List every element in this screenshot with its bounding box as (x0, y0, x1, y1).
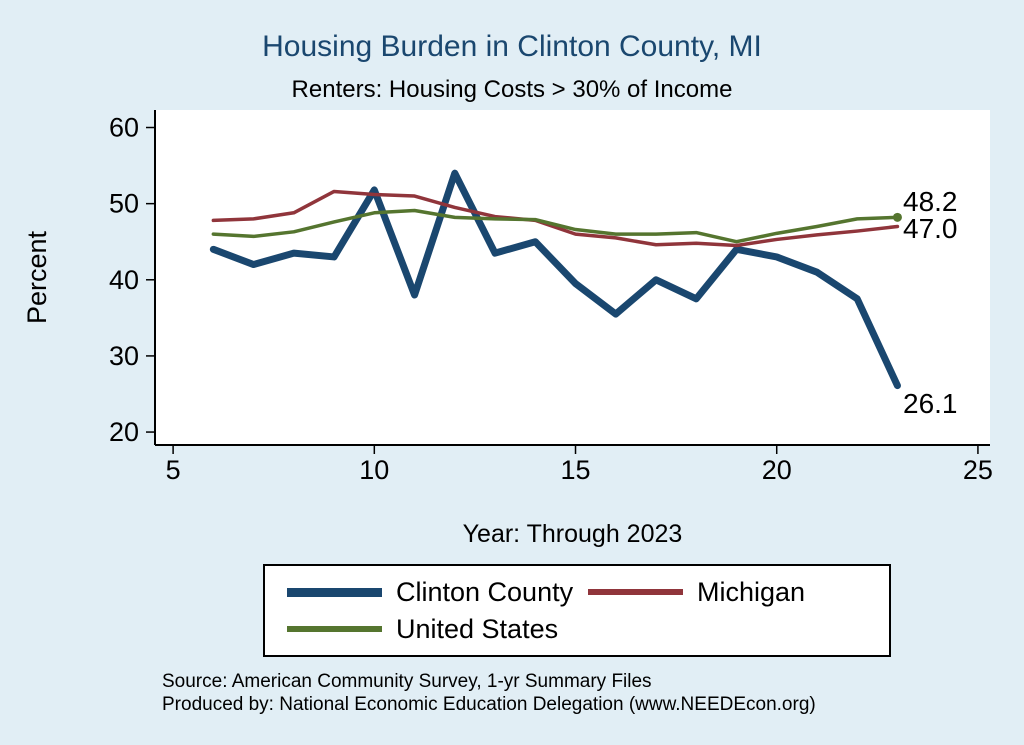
legend-item-united-states: United States (287, 614, 588, 645)
x-tick-label: 20 (762, 455, 792, 485)
x-tick-label: 25 (963, 455, 993, 485)
legend: Clinton County Michigan United States (263, 564, 891, 657)
produced-by-line: Produced by: National Economic Education… (162, 694, 816, 715)
source-note: Source: American Community Survey, 1-yr … (162, 670, 816, 716)
plot-area: 20 30 40 50 60 5 10 15 20 25 Percent 48.247.0 26.1 (22, 110, 993, 485)
source-line: Source: American Community Survey, 1-yr … (162, 671, 652, 692)
end-label-48-2: 48.2 (903, 186, 958, 217)
x-tick-label: 5 (166, 455, 181, 485)
legend-label: United States (396, 613, 559, 644)
y-tick-label: 50 (109, 189, 139, 219)
series-michigan (211, 189, 900, 248)
y-tick-label: 60 (109, 113, 139, 143)
series-end-marker-united-states (892, 212, 902, 222)
legend-swatch-michigan (588, 589, 683, 595)
legend-swatch-clinton-county (287, 587, 382, 597)
end-label-47-0: 47.0 (903, 213, 958, 244)
legend-item-michigan: Michigan (588, 577, 889, 608)
legend-grid: Clinton County Michigan United States (265, 566, 889, 655)
x-axis-title: Year: Through 2023 (462, 520, 683, 548)
legend-item-clinton-county: Clinton County (287, 577, 588, 608)
legend-label: Clinton County (396, 576, 574, 607)
legend-label: Michigan (697, 576, 806, 607)
series-clinton-county (209, 169, 901, 390)
y-tick-label: 20 (109, 417, 139, 447)
x-tick-label: 10 (359, 455, 389, 485)
end-label-26-1: 26.1 (903, 388, 958, 419)
legend-swatch-united-states (287, 626, 382, 632)
x-tick-label: 15 (560, 455, 590, 485)
series-united-states (211, 208, 900, 244)
y-tick-label: 30 (109, 341, 139, 371)
y-tick-label: 40 (109, 265, 139, 295)
chart-title: Housing Burden in Clinton County, MI (262, 30, 762, 63)
y-axis-title: Percent (22, 230, 52, 324)
chart-subtitle: Renters: Housing Costs > 30% of Income (291, 76, 733, 103)
